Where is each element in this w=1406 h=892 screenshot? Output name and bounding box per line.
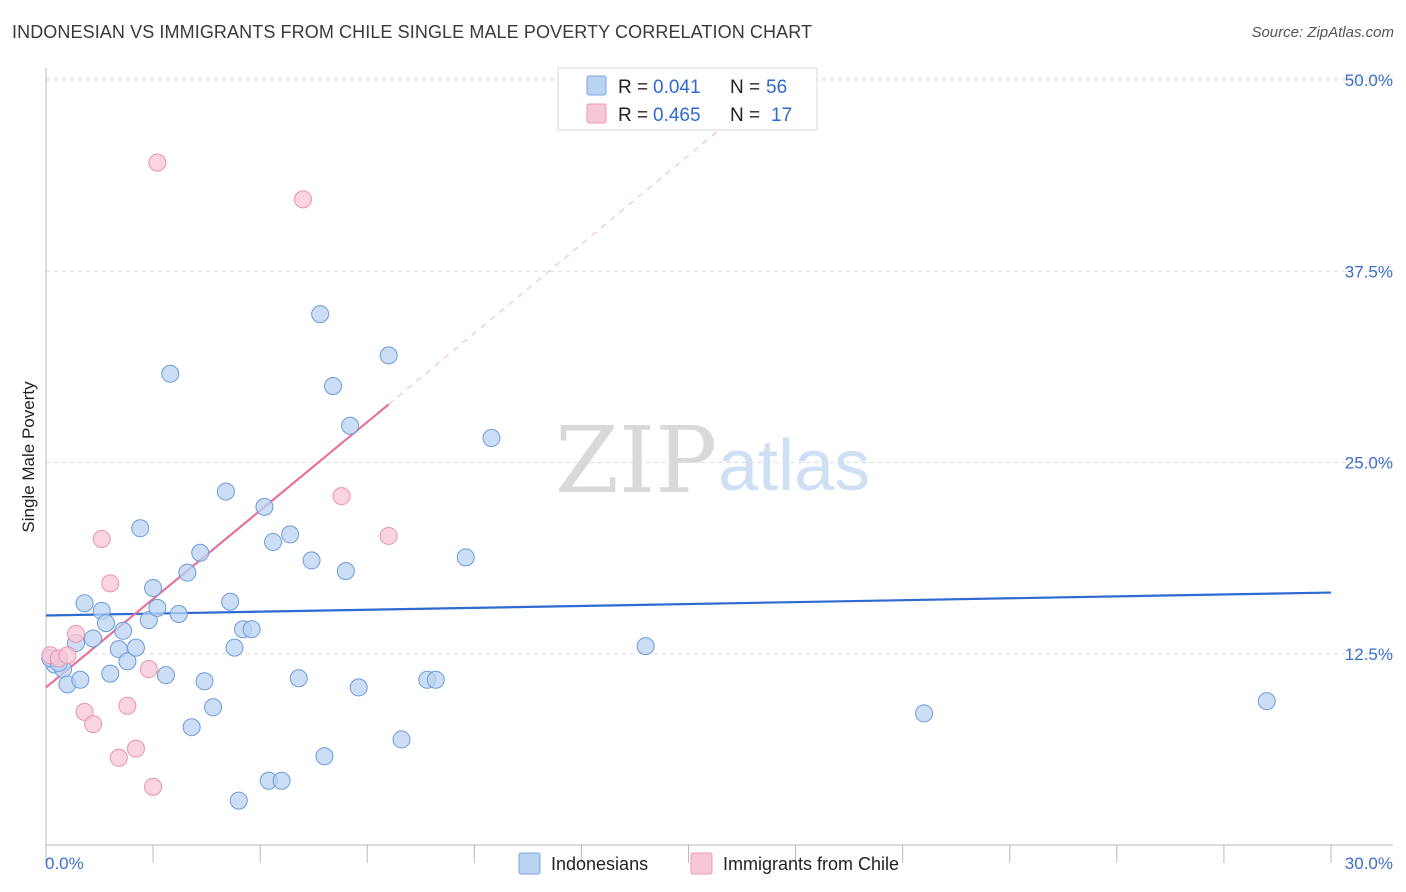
chile-point xyxy=(144,777,163,796)
y-tick-label: 37.5% xyxy=(1345,262,1393,281)
bottom-legend-swatch-indonesians xyxy=(518,852,541,875)
indonesians-point xyxy=(915,704,934,723)
indonesians-point xyxy=(323,377,342,395)
trend-lines xyxy=(45,119,1332,689)
watermark: ZIP atlas xyxy=(555,407,870,514)
chile-point xyxy=(126,739,145,758)
indonesians-point xyxy=(392,730,411,749)
indonesians-point xyxy=(341,416,360,435)
indonesians-point xyxy=(336,562,355,581)
x-tick-min: 0.0% xyxy=(45,854,84,873)
indonesians-point xyxy=(75,594,94,613)
indonesians-point xyxy=(636,637,655,656)
indonesians-point xyxy=(221,592,240,611)
y-tick-label: 25.0% xyxy=(1345,454,1393,473)
legend-r-label-1: R = xyxy=(618,77,648,98)
indonesians-point xyxy=(169,604,188,623)
trend-line-1 xyxy=(45,403,390,689)
indonesians-point xyxy=(216,482,235,501)
indonesians-point xyxy=(178,563,197,582)
legend-r-value-1: 0.041 xyxy=(653,77,701,98)
indonesians-point xyxy=(161,364,180,383)
watermark-atlas: atlas xyxy=(718,426,870,506)
indonesians-point xyxy=(204,698,223,717)
indonesians-point xyxy=(255,497,274,516)
indonesians-point xyxy=(302,551,321,570)
stats-legend: R = 0.041 N = 56 R = 0.465 N = 17 xyxy=(557,67,818,131)
chile-point xyxy=(148,153,167,172)
legend-n-label-1: N = xyxy=(730,77,760,98)
indonesians-point xyxy=(144,578,163,597)
legend-swatch-chile xyxy=(586,103,607,124)
indonesians-point xyxy=(148,598,167,617)
source-note: Source: ZipAtlas.com xyxy=(1251,24,1394,41)
indonesians-point xyxy=(315,747,334,766)
y-tick-label: 12.5% xyxy=(1345,645,1393,664)
indonesians-point xyxy=(379,346,398,365)
indonesians-point xyxy=(426,670,445,689)
chile-point xyxy=(294,190,312,209)
indonesians-point xyxy=(131,519,150,538)
indonesians-point xyxy=(182,718,201,737)
indonesians-point xyxy=(71,670,90,689)
legend-n-label-2: N = xyxy=(730,105,760,126)
indonesians-point xyxy=(156,666,175,685)
indonesians-point xyxy=(84,629,103,648)
indonesians-point xyxy=(229,791,248,810)
indonesians-point xyxy=(264,533,283,552)
data-points xyxy=(41,153,1276,810)
watermark-zip: ZIP xyxy=(555,407,717,514)
indonesians-point xyxy=(272,771,291,790)
y-tick-label: 50.0% xyxy=(1345,71,1393,90)
indonesians-point xyxy=(1257,692,1276,711)
indonesians-point xyxy=(482,429,501,448)
legend-r-value-2: 0.465 xyxy=(653,105,701,126)
indonesians-point xyxy=(195,672,214,691)
indonesians-point xyxy=(349,678,368,697)
trend-line-dashed-1 xyxy=(388,119,732,405)
indonesians-point xyxy=(242,620,261,639)
legend-n-value-1: 56 xyxy=(766,77,787,98)
indonesians-point xyxy=(289,669,308,688)
y-axis-label: Single Male Poverty xyxy=(19,381,38,533)
chile-point xyxy=(66,624,85,643)
chart-title: INDONESIAN VS IMMIGRANTS FROM CHILE SING… xyxy=(12,22,813,42)
legend-n-value-2: 17 xyxy=(771,105,792,126)
indonesians-point xyxy=(139,611,158,630)
y-tick-labels: 12.5% 25.0% 37.5% 50.0% xyxy=(1345,71,1393,664)
chile-point xyxy=(332,487,351,506)
legend-swatch-indonesians xyxy=(586,75,607,96)
chile-point xyxy=(139,660,158,679)
chile-point xyxy=(92,530,111,548)
indonesians-point xyxy=(101,664,120,683)
indonesians-point xyxy=(311,305,330,324)
grid-lines xyxy=(46,77,1393,655)
chile-point xyxy=(84,715,103,734)
trend-line-0 xyxy=(45,591,1332,617)
chile-point xyxy=(379,526,398,545)
indonesians-point xyxy=(96,614,115,633)
indonesians-point xyxy=(281,525,300,544)
indonesians-point xyxy=(126,638,145,657)
indonesians-point xyxy=(456,548,475,567)
axes xyxy=(45,68,1393,863)
indonesians-point xyxy=(114,621,133,640)
bottom-legend-label-indonesians: Indonesians xyxy=(551,854,648,874)
indonesians-point xyxy=(225,638,244,657)
bottom-legend-label-chile: Immigrants from Chile xyxy=(723,854,899,874)
series-legend: Indonesians Immigrants from Chile xyxy=(518,852,899,875)
bottom-legend-swatch-chile xyxy=(690,852,713,875)
indonesians-point xyxy=(118,652,137,671)
chile-point xyxy=(109,748,128,767)
chile-point xyxy=(75,702,94,721)
chile-point xyxy=(101,574,120,593)
x-tick-max: 30.0% xyxy=(1345,854,1393,873)
chile-point xyxy=(58,646,77,665)
indonesians-point xyxy=(191,543,210,562)
chile-point xyxy=(118,696,137,715)
legend-r-label-2: R = xyxy=(618,105,648,126)
